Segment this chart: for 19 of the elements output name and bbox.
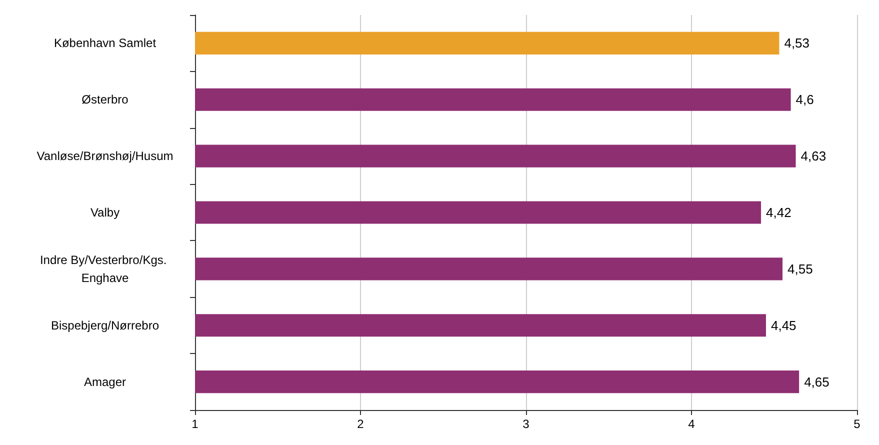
y-tick-label: Vanløse/Brønshøj/Husum: [36, 149, 174, 164]
y-tick-label: Valby: [90, 206, 120, 220]
x-tick-label: 4: [688, 417, 696, 431]
data-label: 4,42: [766, 205, 792, 220]
x-tick-label: 1: [192, 417, 199, 431]
data-label: 4,55: [788, 261, 813, 276]
data-label: 4,45: [770, 318, 796, 333]
data-label: 4,63: [800, 148, 826, 164]
x-tick-label: 2: [357, 417, 364, 431]
y-tick-label: København Samlet: [54, 36, 157, 50]
y-tick-label: Bispebjerg/Nørrebro: [50, 318, 160, 332]
y-tick-label: Amager: [84, 374, 126, 389]
y-tick-label: Indre By/Vesterbro/Kgs. Enghave: [40, 252, 170, 285]
data-label: 4,65: [804, 374, 830, 390]
y-tick-label: Østerbro: [82, 92, 129, 107]
data-label: 4,6: [796, 92, 814, 108]
x-tick-label: 5: [854, 417, 861, 431]
data-label: 4,53: [784, 36, 810, 51]
x-tick-label: 3: [522, 417, 530, 431]
